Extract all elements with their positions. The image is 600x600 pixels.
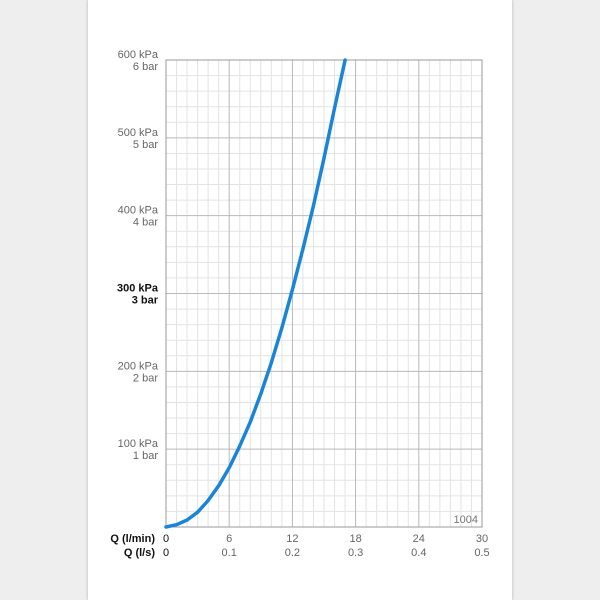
y-tick-label-kpa: 200 kPa — [118, 360, 159, 372]
chart-sheet — [88, 0, 512, 600]
y-tick-label-kpa: 300 kPa — [117, 283, 159, 295]
x-axis-name-secondary: Q (l/s) — [124, 547, 156, 559]
x-tick-label-ls: 0.4 — [411, 547, 426, 559]
x-tick-label-lmin: 0 — [163, 533, 169, 545]
y-tick-label-bar: 1 bar — [133, 450, 158, 462]
pressure-loss-curve — [164, 58, 347, 529]
y-tick-label-kpa: 400 kPa — [118, 205, 159, 217]
x-axis-name-primary: Q (l/min) — [110, 533, 155, 545]
x-axis-labels: 0 0 6 0.1 12 0.2 18 0.3 24 0.4 30 0.5 — [163, 533, 490, 559]
y-tick-label-bar: 2 bar — [133, 372, 158, 384]
y-tick-label-kpa: 500 kPa — [118, 127, 159, 139]
x-tick-label-ls: 0.5 — [474, 547, 489, 559]
x-tick-label-ls: 0.1 — [222, 547, 237, 559]
plot-frame — [165, 59, 483, 528]
y-tick-label-bar: 5 bar — [133, 139, 158, 151]
chart-code: 1004 — [454, 514, 478, 526]
y-tick-label-bar: 6 bar — [133, 61, 158, 73]
y-tick-label-bar: 4 bar — [133, 217, 158, 229]
x-tick-label-lmin: 18 — [349, 533, 361, 545]
y-tick-label-kpa: 100 kPa — [118, 438, 159, 450]
x-tick-label-ls: 0.2 — [285, 547, 300, 559]
x-tick-label-lmin: 6 — [226, 533, 232, 545]
x-tick-label-ls: 0 — [163, 547, 169, 559]
y-tick-label-kpa: 600 kPa — [118, 49, 159, 61]
x-tick-label-lmin: 24 — [413, 533, 425, 545]
x-tick-label-lmin: 12 — [286, 533, 298, 545]
y-tick-label-bar: 3 bar — [132, 295, 159, 307]
x-tick-label-lmin: 30 — [476, 533, 488, 545]
x-tick-label-ls: 0.3 — [348, 547, 363, 559]
